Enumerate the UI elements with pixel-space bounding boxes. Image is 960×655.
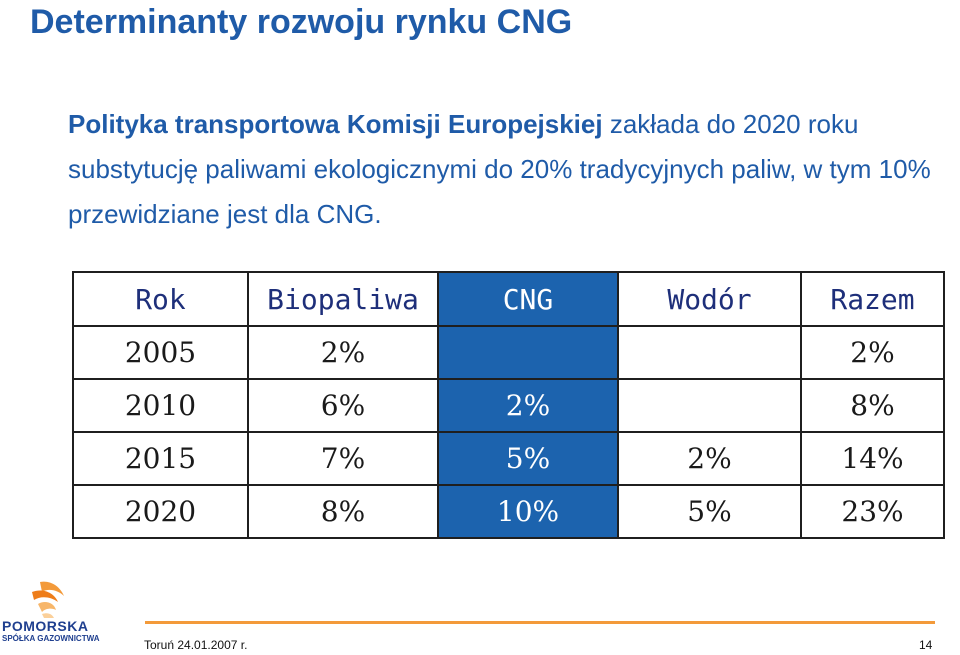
table-row: 2010 6% 2% 8% <box>72 378 945 433</box>
table-header-row: Rok Biopaliwa CNG Wodór Razem <box>72 271 945 327</box>
cell-biopaliwa: 6% <box>247 378 439 433</box>
cell-year: 2005 <box>72 325 249 380</box>
cell-razem: 23% <box>800 484 945 539</box>
company-logo-icon <box>32 581 64 618</box>
slide-title: Determinanty rozwoju rynku CNG <box>30 3 573 41</box>
cell-cng: 2% <box>437 378 619 433</box>
cell-year: 2010 <box>72 378 249 433</box>
cell-wodor <box>617 325 802 380</box>
cell-wodor: 2% <box>617 431 802 486</box>
header-rok: Rok <box>72 271 249 327</box>
logo-text-line2: SPÓŁKA GAZOWNICTWA <box>2 634 100 643</box>
cell-cng: 5% <box>437 431 619 486</box>
cell-razem: 2% <box>800 325 945 380</box>
cell-cng: 10% <box>437 484 619 539</box>
cell-razem: 14% <box>800 431 945 486</box>
header-cng: CNG <box>437 271 619 327</box>
header-biopaliwa: Biopaliwa <box>247 271 439 327</box>
cell-wodor: 5% <box>617 484 802 539</box>
cell-biopaliwa: 7% <box>247 431 439 486</box>
header-razem: Razem <box>800 271 945 327</box>
cell-cng <box>437 325 619 380</box>
table-row: 2020 8% 10% 5% 23% <box>72 484 945 539</box>
cell-year: 2015 <box>72 431 249 486</box>
table-row: 2005 2% 2% <box>72 325 945 380</box>
cell-biopaliwa: 8% <box>247 484 439 539</box>
footer-date: Toruń 24.01.2007 r. <box>144 638 248 652</box>
cell-biopaliwa: 2% <box>247 325 439 380</box>
intro-paragraph-rest: zakłada do 2020 roku substytucję paliwam… <box>68 109 931 229</box>
cell-razem: 8% <box>800 378 945 433</box>
cell-year: 2020 <box>72 484 249 539</box>
page-number: 14 <box>919 638 933 652</box>
footer-separator <box>145 621 935 624</box>
header-wodor: Wodór <box>617 271 802 327</box>
fuel-share-table: Rok Biopaliwa CNG Wodór Razem 2005 2% 2%… <box>72 271 945 539</box>
intro-paragraph: Polityka transportowa Komisji Europejski… <box>68 102 948 237</box>
cell-wodor <box>617 378 802 433</box>
table-row: 2015 7% 5% 2% 14% <box>72 431 945 486</box>
logo-text-line1: POMORSKA <box>2 618 89 634</box>
intro-paragraph-bold: Polityka transportowa Komisji Europejski… <box>68 109 603 139</box>
